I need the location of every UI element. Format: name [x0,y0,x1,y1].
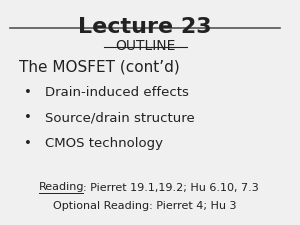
Text: : Pierret 19.1,19.2; Hu 6.10, 7.3: : Pierret 19.1,19.2; Hu 6.10, 7.3 [83,182,259,193]
Text: Drain-induced effects: Drain-induced effects [44,86,188,99]
Text: Reading: Reading [39,182,84,193]
Text: •: • [24,86,32,99]
Text: Lecture 23: Lecture 23 [78,17,212,37]
Text: Optional Reading: Pierret 4; Hu 3: Optional Reading: Pierret 4; Hu 3 [53,201,237,211]
Text: •: • [24,137,32,150]
Text: CMOS technology: CMOS technology [44,137,163,150]
Text: •: • [24,111,32,124]
Text: Source/drain structure: Source/drain structure [44,111,194,124]
Text: The MOSFET (cont’d): The MOSFET (cont’d) [19,59,179,74]
Text: OUTLINE: OUTLINE [115,39,176,53]
